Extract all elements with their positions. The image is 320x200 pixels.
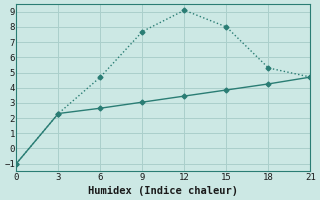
X-axis label: Humidex (Indice chaleur): Humidex (Indice chaleur) [88,186,238,196]
